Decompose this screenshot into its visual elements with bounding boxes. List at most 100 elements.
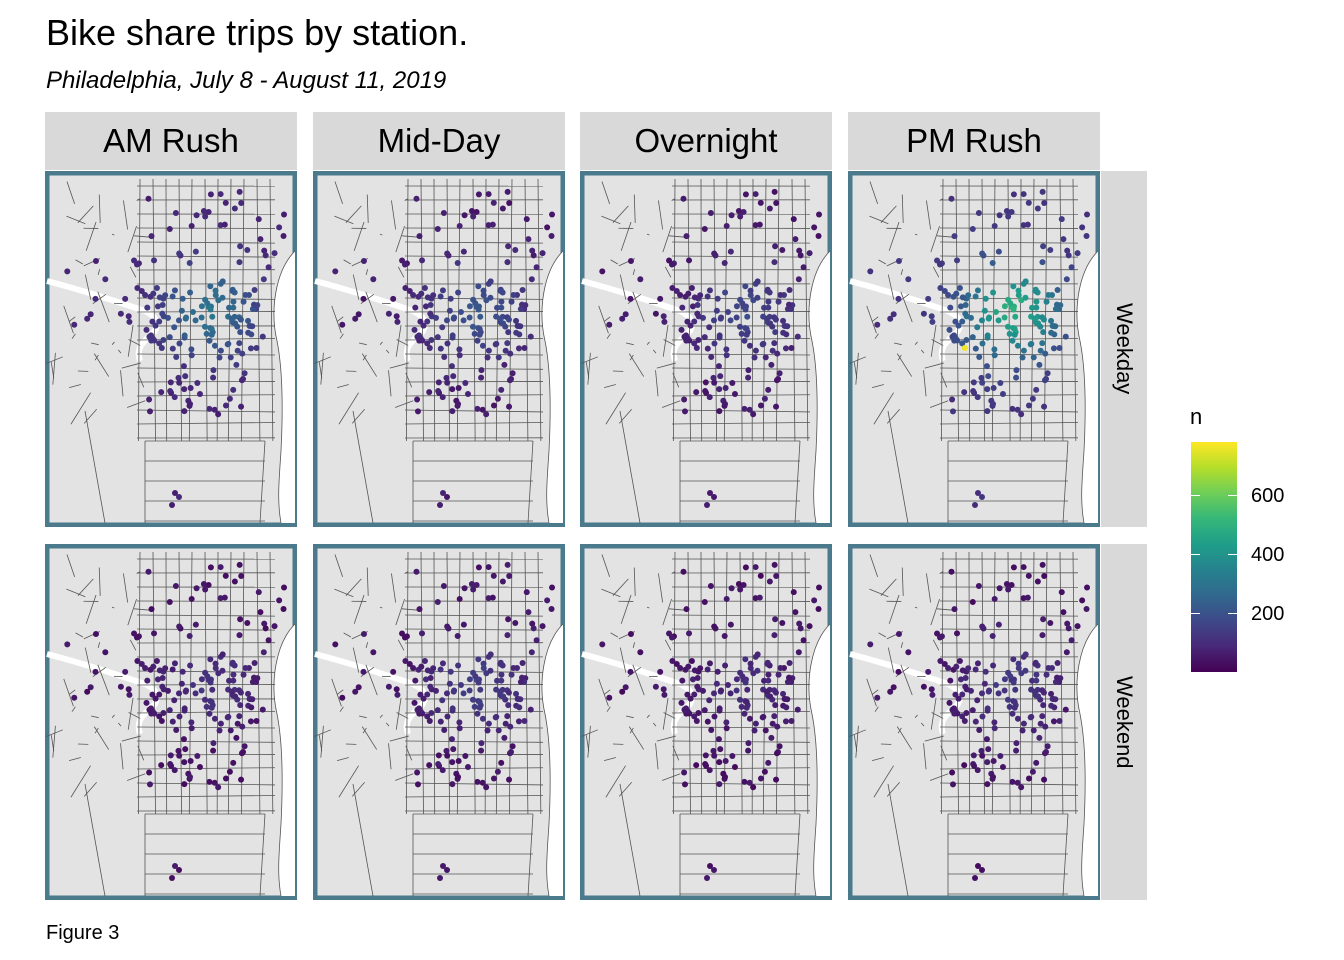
station-point [485,347,492,354]
station-point [281,584,288,591]
station-point [691,318,698,325]
station-point [265,637,272,644]
station-point [138,287,145,294]
facet-strip-weekday: Weekday [1101,171,1147,527]
station-point [1031,315,1038,322]
station-point [181,332,188,339]
station-point [212,287,219,294]
station-point [176,713,183,720]
station-point [501,734,508,741]
station-point [887,688,894,695]
station-point [126,691,133,698]
station-point [206,710,213,717]
station-point [435,752,442,759]
station-point [701,598,708,605]
station-point [498,759,505,766]
station-point [742,283,749,290]
station-point [202,296,209,303]
station-point [1033,386,1040,393]
station-point [276,224,283,231]
station-point [209,686,216,693]
station-point [771,188,778,195]
station-point [230,677,237,684]
station-point [250,674,257,681]
station-point [172,863,178,869]
station-point [1074,250,1081,257]
station-point [419,630,426,637]
station-point [162,292,169,299]
station-point [238,403,245,410]
station-point [422,676,429,683]
station-point [1035,693,1042,700]
map-panel-mid-day-weekend [313,544,565,900]
station-point [777,291,784,298]
station-point [691,691,698,698]
station-point [1083,605,1090,612]
station-point [969,225,976,232]
station-point [549,211,556,218]
station-point [984,332,991,339]
station-point [238,377,245,384]
station-point [156,340,163,347]
station-point [1036,361,1043,368]
station-point [733,676,740,683]
station-point [198,314,205,321]
station-point [394,318,401,325]
station-point [765,298,772,305]
station-point [905,276,912,283]
station-point [815,232,822,239]
station-point [961,345,968,352]
station-point [1056,345,1063,352]
station-point [253,718,260,725]
station-point [1058,216,1065,223]
station-point [685,290,692,297]
station-point [974,697,981,704]
station-point [181,781,188,788]
station-point [497,660,504,667]
station-point [512,246,519,253]
station-point [355,311,362,318]
station-point [166,707,173,714]
station-point [171,697,178,704]
station-point [427,675,434,682]
station-point [153,284,160,291]
station-point [747,287,754,294]
station-point [765,304,772,311]
station-point [1008,581,1015,588]
station-point [1064,620,1071,627]
station-point [271,250,278,257]
station-point [441,354,448,361]
station-point [1004,696,1011,703]
station-point [716,705,723,712]
station-point [236,259,243,266]
station-point [715,363,722,370]
station-point [678,326,685,333]
station-point [1001,687,1008,694]
station-point [444,379,451,386]
station-point [1051,331,1058,338]
station-point [920,310,927,317]
station-point [1040,243,1047,250]
station-point [741,710,748,717]
station-point [1005,213,1012,220]
station-point [276,597,283,604]
station-point [707,583,714,590]
station-point [723,725,730,732]
station-point [711,713,718,720]
station-point [421,284,428,291]
station-point [677,665,684,672]
station-point [125,313,132,320]
station-point [741,405,748,412]
station-point [192,248,199,255]
station-point [189,308,196,315]
station-point [707,210,714,217]
station-point [440,863,446,869]
station-point [1008,208,1015,215]
station-point [181,386,188,393]
station-point [483,411,490,418]
station-point [237,316,244,323]
station-point [202,213,209,220]
station-point [972,718,979,725]
station-point [991,725,998,732]
station-point [702,388,709,395]
